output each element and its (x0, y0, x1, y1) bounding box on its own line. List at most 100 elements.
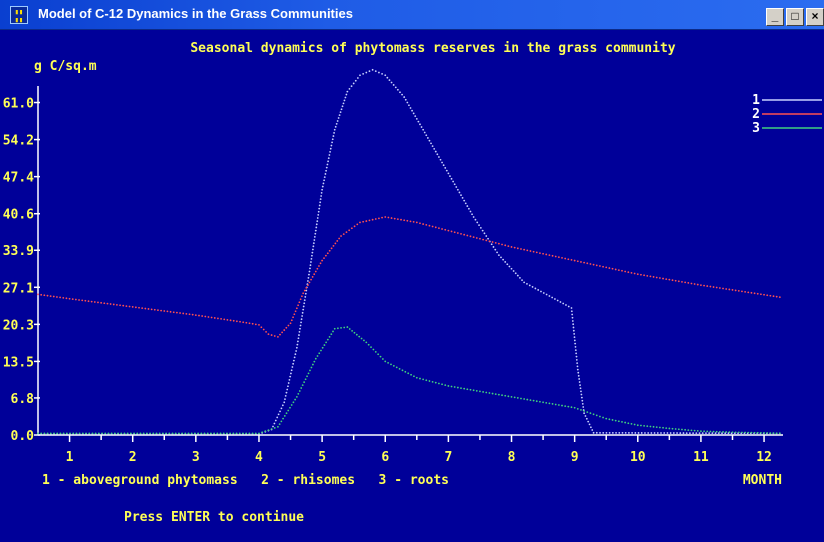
series-3-point (314, 357, 317, 360)
series-1-point (365, 71, 368, 74)
series-2-point (122, 304, 125, 307)
series-1-point (297, 337, 300, 340)
minimize-button[interactable]: _ (766, 8, 784, 26)
close-button[interactable]: × (806, 8, 824, 26)
series-2-point (703, 284, 705, 287)
series-2-point (403, 219, 406, 222)
series-3-point (222, 432, 225, 435)
series-2-point (662, 277, 664, 280)
series-2-point (157, 309, 159, 312)
series-1-point (276, 416, 279, 419)
series-1-point (487, 237, 489, 240)
series-2-point (301, 295, 303, 298)
series-1-point (320, 191, 323, 194)
series-1-point (455, 186, 458, 188)
series-3-point (460, 387, 462, 390)
series-1-point (322, 182, 325, 185)
series-1-point (298, 330, 301, 333)
series-1-point (573, 336, 576, 339)
series-1-point (343, 99, 346, 102)
series-1-point (301, 315, 304, 317)
series-3-point (297, 393, 300, 395)
series-3-point (497, 393, 500, 396)
maximize-button[interactable]: □ (786, 8, 804, 26)
series-3-point (510, 395, 513, 398)
series-1-point (490, 243, 493, 246)
series-2-point (406, 219, 409, 222)
series-2-point (627, 271, 630, 274)
series-1-point (404, 98, 407, 101)
series-2-point (350, 227, 353, 230)
series-3-point (270, 428, 273, 430)
series-1-point (580, 396, 583, 399)
series-1-point (352, 82, 355, 85)
series-1-point (444, 167, 447, 169)
series-3-point (235, 432, 238, 435)
press-enter-prompt: Press ENTER to continue (124, 510, 304, 525)
series-3-point (608, 418, 611, 421)
series-3-point (646, 425, 649, 428)
series-2-point (49, 295, 52, 298)
series-3-point (605, 417, 608, 420)
series-2-point (602, 265, 604, 268)
series-1-point (531, 286, 534, 288)
series-1-point (289, 375, 292, 378)
series-1-point (313, 235, 316, 238)
series-1-point (701, 432, 704, 435)
series-1-point (468, 207, 470, 210)
series-3-point (355, 333, 358, 336)
series-3-point (674, 428, 677, 430)
series-1-point (640, 432, 643, 434)
series-1-point (341, 105, 344, 108)
series-1-point (698, 432, 701, 435)
series-3-point (200, 432, 203, 435)
series-1-point (469, 210, 472, 213)
series-1-point (666, 432, 669, 434)
series-1-point (290, 369, 293, 372)
series-3-point (171, 432, 174, 435)
series-2-point (287, 324, 290, 327)
series-3-point (210, 432, 212, 435)
series-1-point (292, 362, 295, 365)
series-2-point (150, 308, 153, 311)
series-1-point (272, 425, 274, 428)
series-3-point (287, 409, 290, 412)
series-2-point (649, 275, 652, 278)
series-1-point (575, 358, 578, 361)
app-icon[interactable]: ▮▮ ▮▮ (10, 6, 28, 24)
series-1-point (573, 339, 576, 342)
series-2-point (90, 300, 93, 303)
series-3-point (475, 389, 478, 392)
series-2-point (308, 281, 311, 284)
series-1-point (346, 90, 349, 93)
series-2-point (267, 333, 270, 336)
series-1-point (628, 432, 630, 434)
series-2-point (469, 235, 472, 238)
series-3-point (381, 358, 384, 360)
series-1-point (576, 368, 579, 371)
series-2-point (314, 270, 317, 273)
series-1-point (374, 70, 377, 73)
series-2-point (290, 319, 293, 322)
series-2-point (589, 263, 592, 265)
series-1-point (321, 185, 324, 188)
series-2-point (766, 294, 769, 297)
series-1-point (458, 191, 461, 194)
series-3-point (630, 422, 633, 425)
series-2-point (400, 218, 402, 221)
series-2-point (712, 286, 715, 288)
series-2-point (285, 326, 288, 329)
series-2-point (564, 257, 567, 260)
series-3-point (722, 431, 724, 433)
series-2-point (535, 251, 538, 254)
series-2-point (97, 301, 99, 304)
series-3-point (206, 432, 209, 435)
series-3-point (419, 377, 421, 380)
series-1-point (411, 109, 413, 112)
series-2-point (497, 242, 500, 245)
series-2-point (693, 283, 696, 285)
series-3-point (649, 425, 652, 428)
series-3-point (285, 412, 288, 415)
series-3-point (624, 421, 627, 424)
series-3-point (336, 327, 339, 330)
